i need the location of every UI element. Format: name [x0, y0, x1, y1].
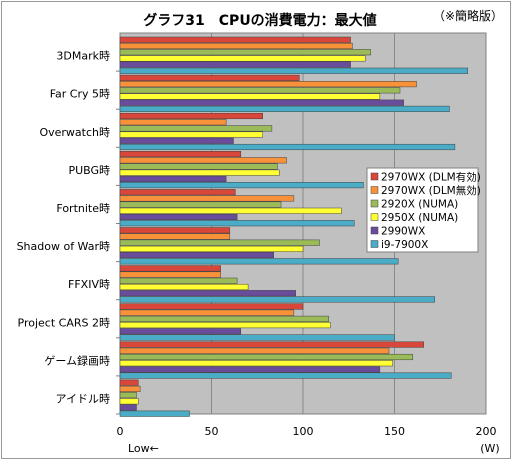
bar	[119, 131, 263, 138]
bar	[119, 277, 238, 284]
legend-swatch	[370, 186, 379, 194]
bar	[119, 195, 295, 202]
category-label: Far Cry 5時	[50, 88, 110, 101]
bar	[119, 372, 452, 379]
chart-title: グラフ31 CPUの消費電力：最大値	[143, 12, 376, 29]
bar	[119, 36, 351, 43]
bar	[119, 93, 381, 100]
bar	[119, 151, 242, 158]
bar	[119, 67, 468, 74]
legend-label: 2990WX	[381, 226, 425, 238]
category-label: FFXIV時	[68, 278, 110, 291]
bar	[119, 207, 342, 214]
bar	[119, 334, 395, 341]
x-tick-label: 200	[476, 425, 497, 438]
bar	[119, 353, 414, 361]
x-tick-label: 100	[293, 425, 314, 438]
bar	[119, 283, 249, 291]
bar	[119, 379, 139, 386]
x-axis-ticks: 0 50 100 150 200	[117, 425, 497, 438]
x-tick-label: 0	[117, 425, 124, 438]
bar	[119, 360, 393, 367]
category-label: アイドル時	[56, 393, 110, 406]
category-label: PUBG時	[68, 164, 110, 177]
x-axis-low-label: Low←	[128, 442, 159, 455]
bar	[119, 233, 231, 240]
bar	[119, 99, 404, 106]
bar	[119, 271, 221, 278]
bar	[119, 61, 351, 68]
bar	[119, 309, 295, 316]
legend-swatch	[370, 226, 379, 235]
bars-layer	[119, 36, 468, 417]
bar	[119, 328, 242, 335]
category-label: Overwatch時	[39, 126, 110, 139]
category-label: 3DMark時	[56, 50, 110, 63]
bar	[119, 55, 366, 62]
bar	[119, 296, 436, 303]
bar	[119, 404, 137, 411]
bar	[119, 87, 401, 94]
bar	[119, 42, 353, 50]
x-axis-unit-label: (W)	[480, 442, 499, 455]
chart-note: （※簡略版）	[433, 8, 503, 23]
bar	[119, 290, 296, 297]
bar	[119, 105, 450, 112]
x-tick-label: 150	[384, 425, 405, 438]
bar	[119, 169, 280, 176]
legend-box	[366, 167, 479, 253]
bar	[119, 410, 190, 417]
bar	[119, 239, 320, 246]
bar	[119, 175, 227, 182]
bar	[119, 392, 137, 399]
legend: 2970WX (DLM有効)2970WX (DLM無効) 2920X (NUMA)…	[366, 167, 481, 253]
bar	[119, 347, 390, 354]
legend-swatch	[370, 172, 379, 181]
legend-label: 2970WX (DLM有効)	[381, 171, 481, 184]
bar	[119, 265, 221, 272]
legend-swatch	[370, 213, 379, 221]
legend-label: 2920X (NUMA)	[381, 199, 458, 211]
bar	[119, 322, 331, 329]
bar	[119, 137, 234, 144]
bar	[119, 189, 236, 196]
bar	[119, 157, 287, 164]
bar	[119, 49, 371, 56]
bar	[119, 119, 227, 126]
bar	[119, 201, 282, 208]
category-labels: 3DMark時 Far Cry 5時 Overwatch時 PUBG時 Fortnite…	[17, 50, 120, 415]
bar	[119, 245, 304, 252]
legend-label: 2950X (NUMA)	[381, 212, 458, 224]
category-label: Project CARS 2時	[18, 316, 110, 329]
category-label: Shadow of War時	[17, 240, 110, 253]
bar	[119, 74, 300, 81]
bar	[119, 163, 278, 170]
legend-label: i9-7900X	[381, 239, 428, 251]
bar	[119, 227, 231, 234]
bar	[119, 385, 141, 392]
bar	[119, 125, 273, 132]
legend-label: 2970WX (DLM無効)	[381, 184, 481, 197]
bar	[119, 398, 139, 405]
bar	[119, 213, 238, 221]
bar	[119, 341, 425, 348]
bar	[119, 366, 381, 373]
bar	[119, 143, 456, 151]
bar	[119, 315, 329, 322]
x-tick-label: 50	[205, 425, 219, 438]
legend-swatch	[370, 199, 379, 208]
bar	[119, 112, 263, 120]
bar	[119, 252, 274, 259]
bar	[119, 258, 399, 265]
bar	[119, 220, 355, 227]
bar	[119, 303, 304, 310]
category-label: ゲーム録画時	[44, 353, 110, 367]
category-label: Fortnite時	[56, 202, 110, 215]
bar	[119, 81, 417, 88]
bar	[119, 182, 364, 189]
legend-swatch	[370, 240, 379, 248]
